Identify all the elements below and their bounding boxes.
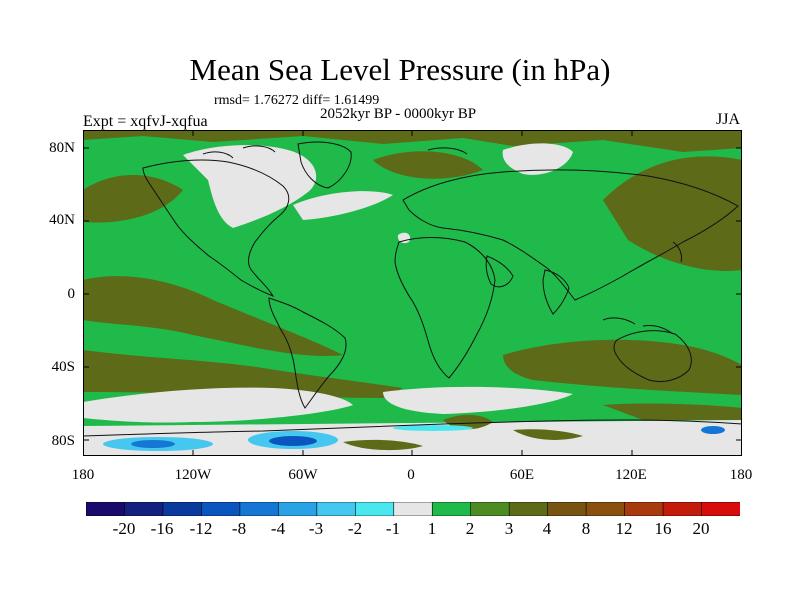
cb-label-10: 2 <box>465 519 475 538</box>
cb-label-3: -12 <box>189 519 213 538</box>
x-tick-180w: 180 <box>71 467 95 483</box>
cb-label-13: 8 <box>581 519 591 538</box>
x-tick-0: 0 <box>407 467 415 483</box>
coastlines <box>83 141 742 437</box>
colorbar-swatch-16 <box>662 502 703 516</box>
y-tick-0: 0 <box>67 286 76 302</box>
cb-label-15: 16 <box>654 519 672 538</box>
cb-label-5: -4 <box>270 519 286 538</box>
cb-label-11: 3 <box>504 519 514 538</box>
negative-anomaly-patches <box>103 425 725 451</box>
cb-label-6: -3 <box>308 519 324 538</box>
cb-label-2: -16 <box>150 519 174 538</box>
experiment-label: Expt = xqfvJ-xqfua <box>83 113 208 130</box>
y-tick-40n: 40N <box>49 212 75 228</box>
colorbar-swatch-4 <box>201 502 241 516</box>
colorbar-swatch-3 <box>162 502 203 516</box>
season-label: JJA <box>716 111 741 128</box>
colorbar-swatch-8 <box>354 502 395 516</box>
x-tick-60w: 60W <box>288 467 318 483</box>
x-tick-60e: 60E <box>509 467 535 483</box>
colorbar-swatch-5 <box>239 502 280 516</box>
x-tick-120e: 120E <box>615 467 647 483</box>
colorbar-swatch-17 <box>701 502 740 516</box>
colorbar-swatch-10 <box>431 502 472 516</box>
brown-anomaly-regions <box>83 130 742 420</box>
cb-label-14: 12 <box>615 519 633 538</box>
pressure-map <box>83 130 742 456</box>
cb-label-16: 20 <box>692 519 710 538</box>
cb-label-8: -1 <box>385 519 401 538</box>
southern-brown-patches <box>343 414 583 451</box>
cb-label-4: -8 <box>231 519 247 538</box>
colorbar-swatch-14 <box>585 502 626 516</box>
cb-label-12: 4 <box>542 519 552 538</box>
y-tick-80s: 80S <box>51 433 75 449</box>
rmsd-diff-stats: rmsd= 1.76272 diff= 1.61499 <box>214 93 380 108</box>
colorbar <box>86 502 740 516</box>
colorbar-swatch-15 <box>624 502 664 516</box>
cb-label-1: -20 <box>112 519 136 538</box>
cb-label-9: 1 <box>427 519 437 538</box>
colorbar-swatch-11 <box>470 502 510 516</box>
y-tick-40s: 40S <box>51 359 75 375</box>
colorbar-swatch-12 <box>508 502 549 516</box>
x-tick-180e: 180 <box>729 467 753 483</box>
map-title: Mean Sea Level Pressure (in hPa) <box>189 52 611 87</box>
colorbar-swatch-7 <box>316 502 357 516</box>
y-tick-80n: 80N <box>49 140 75 156</box>
x-tick-120w: 120W <box>174 467 212 483</box>
near-zero-regions <box>83 143 742 456</box>
colorbar-swatch-2 <box>124 502 164 516</box>
period-label: 2052kyr BP - 0000kyr BP <box>320 106 477 122</box>
colorbar-swatch-13 <box>547 502 587 516</box>
cb-label-7: -2 <box>347 519 363 538</box>
colorbar-swatch-9 <box>393 502 434 516</box>
colorbar-swatch-6 <box>278 502 318 516</box>
map-ticks <box>83 130 742 456</box>
colorbar-swatch-1 <box>86 502 126 516</box>
